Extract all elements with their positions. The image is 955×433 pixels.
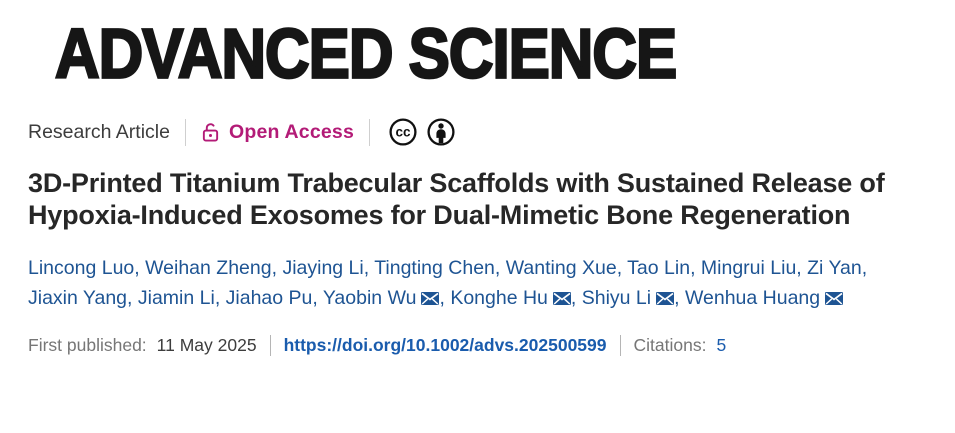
citations-count[interactable]: 5 bbox=[716, 335, 727, 356]
author-separator: , bbox=[127, 287, 138, 309]
author-link[interactable]: Tingting Chen bbox=[374, 256, 495, 279]
author-link[interactable]: Yaobin Wu bbox=[322, 287, 417, 309]
journal-banner: ADVANCED SCIENCE bbox=[0, 0, 955, 100]
author-separator: , bbox=[861, 256, 868, 279]
author-separator: , bbox=[312, 287, 323, 309]
open-lock-icon bbox=[201, 121, 220, 143]
article-title: 3D-Printed Titanium Trabecular Scaffolds… bbox=[28, 168, 885, 231]
author-link[interactable]: Konghe Hu bbox=[450, 287, 548, 309]
author-separator: , bbox=[796, 256, 808, 279]
author-link[interactable]: Jiamin Li bbox=[137, 287, 215, 309]
author-link[interactable]: Shiyu Li bbox=[581, 287, 652, 309]
author-separator: , bbox=[134, 256, 146, 279]
author-link[interactable]: Zi Yan bbox=[807, 256, 862, 279]
author-link[interactable]: Lincong Luo bbox=[28, 256, 135, 279]
author-separator: , bbox=[363, 256, 375, 279]
author-link[interactable]: Tao Lin bbox=[627, 256, 691, 279]
author-link[interactable]: Jiahao Pu bbox=[225, 287, 313, 309]
citations-label: Citations: bbox=[633, 335, 707, 356]
divider bbox=[269, 335, 271, 357]
divider bbox=[369, 118, 371, 146]
author-separator: , bbox=[439, 287, 451, 309]
envelope-icon[interactable] bbox=[552, 292, 571, 305]
journal-logo[interactable]: ADVANCED SCIENCE bbox=[54, 15, 679, 93]
envelope-icon[interactable] bbox=[825, 292, 844, 305]
divider bbox=[619, 335, 621, 357]
open-access-label: Open Access bbox=[228, 120, 355, 143]
envelope-icon[interactable] bbox=[656, 292, 675, 305]
first-published-label: First published: bbox=[28, 335, 147, 356]
author-separator: , bbox=[570, 287, 582, 309]
article-type-label: Research Article bbox=[28, 120, 170, 143]
divider bbox=[184, 118, 186, 146]
author-separator: , bbox=[494, 256, 506, 279]
author-link[interactable]: Jiaxin Yang bbox=[28, 287, 128, 309]
open-access-badge: Open Access bbox=[201, 121, 354, 144]
author-link[interactable]: Jiaying Li bbox=[282, 256, 364, 279]
author-link[interactable]: Mingrui Liu bbox=[700, 256, 797, 279]
cc-glyph: cc bbox=[396, 125, 412, 140]
author-link[interactable]: Weihan Zheng bbox=[145, 256, 272, 279]
article-meta-row: Research Article Open Access cc bbox=[28, 118, 955, 146]
cc-icon[interactable]: cc bbox=[389, 118, 417, 146]
author-separator: , bbox=[616, 256, 628, 279]
author-separator: , bbox=[674, 287, 685, 309]
publication-info-row: First published: 11 May 2025 https://doi… bbox=[28, 335, 955, 357]
author-separator: , bbox=[214, 287, 226, 309]
author-link[interactable]: Wenhua Huang bbox=[684, 287, 821, 309]
doi-link[interactable]: https://doi.org/10.1002/advs.202500599 bbox=[283, 335, 607, 356]
publication-date: 11 May 2025 bbox=[156, 335, 257, 356]
author-separator: , bbox=[271, 256, 283, 279]
author-list: Lincong Luo, Weihan Zheng, Jiaying Li, T… bbox=[28, 253, 927, 313]
license-icons: cc bbox=[389, 118, 455, 146]
author-separator: , bbox=[690, 256, 701, 279]
cc-by-person-icon[interactable] bbox=[427, 118, 455, 146]
author-link[interactable]: Wanting Xue bbox=[505, 256, 617, 279]
envelope-icon[interactable] bbox=[421, 292, 440, 305]
